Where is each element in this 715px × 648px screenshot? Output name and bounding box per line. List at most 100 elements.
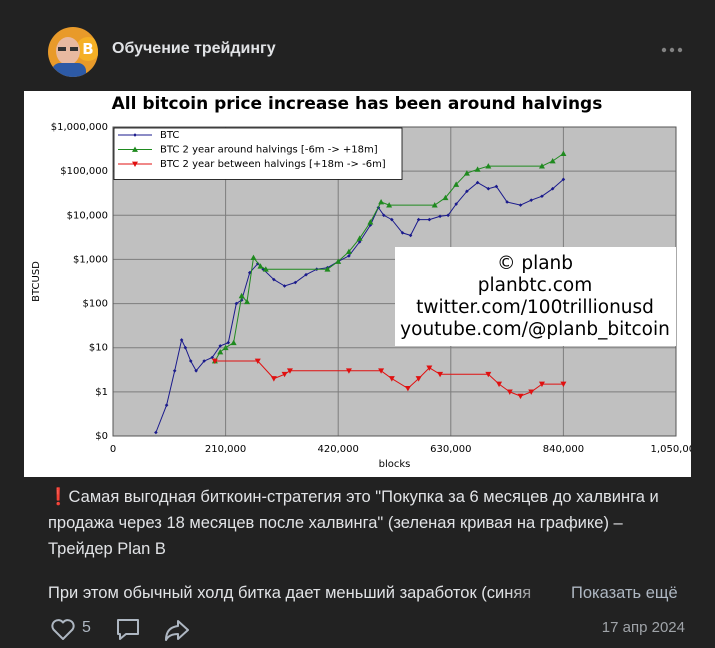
y-axis-label: BTCUSD [31, 261, 42, 302]
data-point [293, 280, 298, 285]
data-point [347, 254, 351, 258]
data-point [538, 381, 545, 388]
data-point [154, 430, 158, 435]
data-point [426, 365, 433, 371]
annotation-text: youtube.com/@planb_bitcoin [400, 319, 670, 340]
data-point [270, 376, 277, 382]
data-point [529, 198, 534, 202]
data-point [404, 385, 411, 392]
data-point [368, 223, 373, 227]
legend-marker [133, 133, 137, 137]
data-point [211, 358, 218, 365]
data-point [550, 186, 555, 191]
share-icon[interactable] [163, 617, 191, 643]
legend-box [113, 127, 403, 180]
data-point [218, 344, 223, 348]
data-point [324, 266, 331, 272]
like-icon[interactable] [50, 618, 76, 642]
post-text: ❗Самая выгодная биткоин-стратегия это "П… [48, 488, 659, 558]
annotation-box [395, 247, 676, 346]
data-point [262, 266, 269, 272]
data-point [494, 184, 499, 189]
data-point [210, 355, 214, 360]
comment-icon[interactable] [114, 617, 142, 643]
like-count[interactable]: 5 [82, 619, 91, 636]
data-point [335, 258, 342, 264]
y-tick-label: $1,000 [73, 254, 108, 265]
data-point [202, 359, 206, 363]
data-point [386, 202, 393, 208]
more-menu[interactable] [660, 44, 684, 56]
data-point [255, 261, 260, 266]
annotation: © planbplanbtc.comtwitter.com/100trillio… [395, 247, 676, 346]
data-point [517, 393, 524, 400]
data-point [485, 371, 492, 378]
y-tick-label: $100 [83, 299, 108, 310]
data-point [345, 368, 352, 374]
post-text-truncated: При этом обычный холд битка дает меньший… [48, 580, 568, 606]
data-point [234, 301, 239, 306]
chart: All bitcoin price increase has been arou… [24, 91, 691, 477]
author-name[interactable]: Обучение трейдингу [112, 40, 276, 57]
legend-marker [132, 146, 138, 152]
data-point [378, 368, 385, 374]
data-point [496, 381, 503, 388]
data-point [560, 150, 567, 156]
y-tick-label: $0 [95, 431, 108, 442]
data-point [378, 198, 385, 205]
data-point [474, 166, 481, 172]
data-point [304, 272, 308, 277]
x-tick-label: 630,000 [430, 444, 471, 455]
data-point [254, 358, 261, 365]
x-tick-label: 420,000 [318, 444, 359, 455]
y-tick-label: $100,000 [60, 166, 108, 177]
annotation-text: twitter.com/100trillionusd [416, 297, 654, 318]
data-point [356, 235, 363, 241]
data-point [226, 340, 231, 345]
x-tick-label: 0 [110, 444, 116, 455]
chart-title: All bitcoin price increase has been arou… [112, 94, 603, 114]
data-point [257, 263, 264, 269]
data-point [416, 217, 421, 222]
data-point [453, 181, 460, 187]
data-point [272, 277, 276, 282]
data-point [427, 217, 432, 222]
y-tick-label: $10 [89, 343, 108, 354]
data-point [357, 240, 362, 244]
legend-label: BTC 2 year around halvings [-6m -> +18m] [160, 145, 378, 156]
data-point [238, 292, 245, 299]
data-point [540, 194, 544, 199]
data-point [172, 368, 177, 373]
y-tick-label: $1,000,000 [51, 122, 108, 133]
data-point [400, 231, 405, 235]
annotation-text: © planb [497, 253, 573, 274]
data-point [408, 233, 413, 238]
legend-label: BTC 2 year between halvings [+18m -> -6m… [160, 159, 386, 170]
data-point [388, 376, 395, 382]
data-point [528, 389, 535, 395]
annotation-text: planbtc.com [478, 275, 593, 296]
y-tick-label: $10,000 [67, 210, 108, 221]
data-point [217, 348, 224, 355]
avatar[interactable]: B [48, 27, 98, 77]
show-more[interactable]: Показать ещё [571, 584, 678, 602]
data-point [442, 194, 449, 201]
data-point [485, 163, 492, 169]
x-tick-label: 1,050,000 [651, 444, 691, 455]
x-tick-label: 210,000 [205, 444, 246, 455]
data-point [437, 371, 444, 378]
post-date: 17 апр 2024 [601, 619, 685, 636]
data-point [194, 368, 198, 373]
data-point [230, 339, 237, 346]
legend-label: BTC [160, 130, 179, 141]
data-point [188, 359, 193, 363]
data-point [345, 248, 352, 255]
post-text: При этом обычный холд битка дает меньший… [48, 584, 532, 602]
data-point [561, 177, 566, 182]
data-point [183, 345, 188, 350]
x-axis-label: blocks [379, 459, 411, 470]
legend: BTC BTC 2 year around halvings [-6m -> +1… [113, 127, 403, 180]
data-point [282, 284, 287, 288]
data-point [390, 217, 394, 222]
